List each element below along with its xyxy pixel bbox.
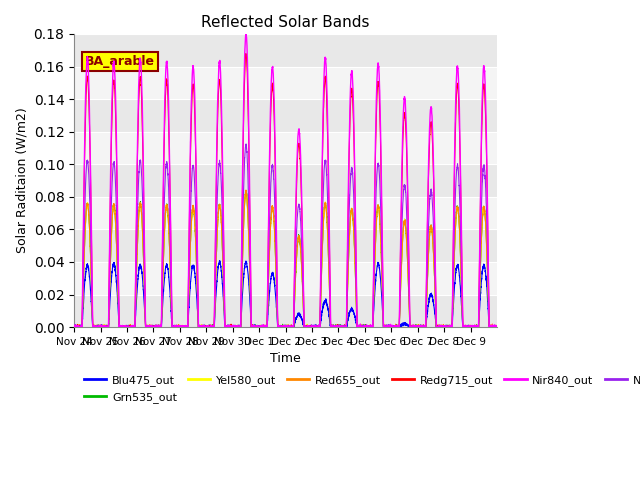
Legend: Blu475_out, Grn535_out, Yel580_out, Red655_out, Redg715_out, Nir840_out, Nir945_: Blu475_out, Grn535_out, Yel580_out, Red6… bbox=[80, 371, 640, 407]
Bar bbox=[74, 34, 497, 67]
Nir840_out bbox=[71, 324, 79, 330]
Yel580_out bbox=[422, 324, 429, 330]
Nir840_out bbox=[158, 283, 166, 289]
Redg715_out bbox=[323, 111, 331, 117]
Red655_out bbox=[242, 187, 250, 193]
Yel580_out bbox=[242, 189, 250, 195]
Bar bbox=[74, 164, 497, 197]
Grn535_out bbox=[323, 217, 331, 223]
Yel580_out bbox=[301, 324, 308, 330]
Nir945_out bbox=[433, 324, 440, 329]
Blu475_out bbox=[422, 324, 429, 330]
Bar bbox=[74, 67, 497, 99]
Blu475_out bbox=[158, 315, 166, 321]
Bar bbox=[74, 197, 497, 229]
Line: Grn535_out: Grn535_out bbox=[74, 191, 497, 327]
Title: Reflected Solar Bands: Reflected Solar Bands bbox=[202, 15, 370, 30]
Grn535_out bbox=[158, 310, 166, 316]
Nir945_out bbox=[301, 324, 308, 330]
Blu475_out bbox=[70, 324, 78, 330]
Nir840_out bbox=[433, 324, 440, 330]
Y-axis label: Solar Raditaion (W/m2): Solar Raditaion (W/m2) bbox=[15, 108, 28, 253]
Yel580_out bbox=[433, 323, 440, 329]
Bar bbox=[74, 295, 497, 327]
Grn535_out bbox=[70, 324, 78, 330]
Bar bbox=[74, 229, 497, 262]
Redg715_out bbox=[242, 51, 250, 57]
Redg715_out bbox=[493, 324, 501, 330]
Red655_out bbox=[70, 324, 78, 330]
Line: Yel580_out: Yel580_out bbox=[74, 192, 497, 327]
Blu475_out bbox=[301, 324, 308, 330]
Blu475_out bbox=[401, 320, 408, 325]
Red655_out bbox=[323, 216, 331, 222]
Grn535_out bbox=[242, 188, 250, 194]
Nir840_out bbox=[493, 323, 501, 329]
Nir945_out bbox=[158, 300, 166, 305]
Grn535_out bbox=[493, 324, 501, 330]
Redg715_out bbox=[158, 286, 166, 292]
Nir840_out bbox=[242, 31, 250, 36]
Text: BA_arable: BA_arable bbox=[84, 55, 155, 68]
Red655_out bbox=[493, 324, 501, 330]
Nir840_out bbox=[70, 323, 78, 329]
Nir840_out bbox=[323, 94, 331, 100]
Line: Nir945_out: Nir945_out bbox=[74, 144, 497, 327]
Nir840_out bbox=[301, 324, 308, 330]
Blu475_out bbox=[433, 324, 440, 330]
Line: Blu475_out: Blu475_out bbox=[74, 261, 497, 327]
Red655_out bbox=[401, 218, 408, 224]
Blu475_out bbox=[493, 324, 501, 330]
Blu475_out bbox=[323, 302, 331, 308]
Line: Nir840_out: Nir840_out bbox=[74, 34, 497, 327]
Nir945_out bbox=[493, 324, 501, 330]
Bar bbox=[74, 262, 497, 295]
Redg715_out bbox=[70, 324, 78, 329]
Nir945_out bbox=[70, 323, 78, 329]
Yel580_out bbox=[158, 311, 166, 317]
X-axis label: Time: Time bbox=[270, 352, 301, 365]
Blu475_out bbox=[70, 323, 78, 329]
Grn535_out bbox=[401, 218, 408, 224]
Nir945_out bbox=[242, 141, 250, 147]
Nir840_out bbox=[422, 324, 429, 329]
Redg715_out bbox=[70, 324, 78, 330]
Red655_out bbox=[422, 322, 429, 328]
Yel580_out bbox=[493, 324, 501, 330]
Redg715_out bbox=[301, 323, 308, 328]
Redg715_out bbox=[401, 112, 408, 118]
Redg715_out bbox=[433, 324, 440, 330]
Line: Red655_out: Red655_out bbox=[74, 190, 497, 327]
Bar bbox=[74, 99, 497, 132]
Nir945_out bbox=[401, 182, 408, 188]
Nir945_out bbox=[70, 324, 78, 330]
Red655_out bbox=[433, 324, 440, 330]
Bar bbox=[74, 132, 497, 164]
Nir945_out bbox=[323, 181, 331, 187]
Red655_out bbox=[301, 324, 308, 330]
Redg715_out bbox=[422, 324, 429, 330]
Line: Redg715_out: Redg715_out bbox=[74, 54, 497, 327]
Grn535_out bbox=[301, 324, 308, 330]
Grn535_out bbox=[422, 323, 429, 329]
Red655_out bbox=[158, 308, 166, 314]
Blu475_out bbox=[216, 258, 223, 264]
Grn535_out bbox=[433, 324, 440, 330]
Nir840_out bbox=[401, 95, 408, 101]
Yel580_out bbox=[401, 216, 408, 222]
Yel580_out bbox=[323, 216, 331, 222]
Yel580_out bbox=[70, 324, 78, 330]
Nir945_out bbox=[422, 324, 429, 330]
